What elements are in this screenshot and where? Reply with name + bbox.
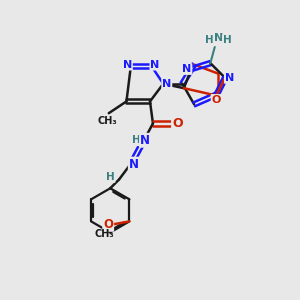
Text: H: H [205,35,214,46]
Text: N: N [225,73,234,83]
Text: H: H [132,135,140,145]
Text: O: O [103,218,113,231]
Text: N: N [150,60,160,70]
Text: CH₃: CH₃ [94,229,114,239]
Text: N: N [162,79,171,89]
Text: N: N [123,60,132,70]
Text: H: H [106,172,115,182]
Text: N: N [129,158,139,171]
Text: O: O [172,117,183,130]
Text: H: H [223,35,232,46]
Text: N: N [214,32,223,43]
Text: N: N [140,134,150,147]
Text: CH₃: CH₃ [98,116,117,126]
Text: O: O [212,95,221,105]
Text: N: N [182,64,191,74]
